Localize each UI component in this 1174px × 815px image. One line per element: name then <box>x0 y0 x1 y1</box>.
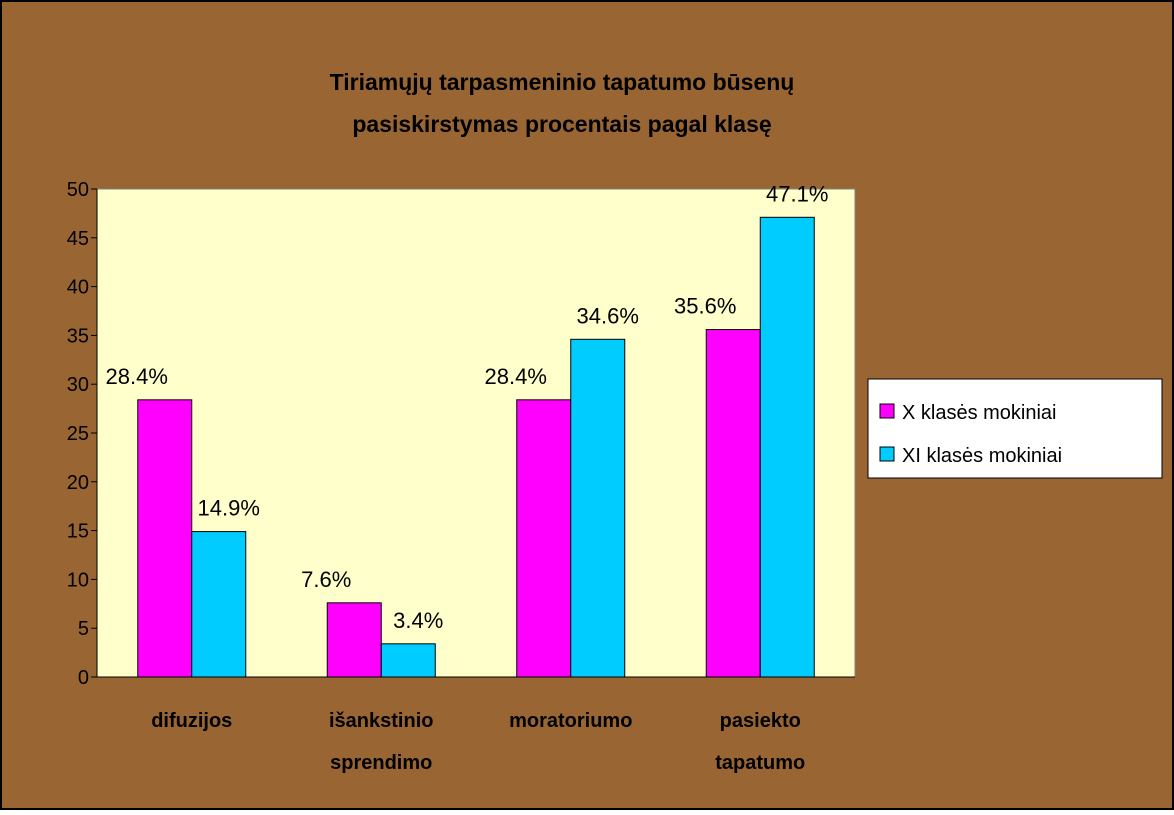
data-label: 28.4% <box>106 364 168 389</box>
x-tick-label-line: išankstinio <box>329 710 433 732</box>
x-tick-label-line: difuzijos <box>151 710 232 732</box>
data-label: 28.4% <box>485 364 547 389</box>
y-tick-label: 45 <box>67 228 89 250</box>
y-tick-label: 20 <box>67 472 89 494</box>
data-label: 7.6% <box>301 567 351 592</box>
x-tick-label-line: pasiekto <box>720 710 801 732</box>
chart-title: Tiriamųjų tarpasmeninio tapatumo būsenų <box>330 69 795 95</box>
y-tick-label: 15 <box>67 521 89 543</box>
x-tick-label: pasiekto tapatumo <box>715 710 805 774</box>
bar <box>191 531 247 678</box>
legend-label: XI klasės mokiniai <box>902 445 1062 467</box>
data-label: 14.9% <box>198 496 260 521</box>
x-tick-label: difuzijos <box>151 710 232 732</box>
y-tick-label: 40 <box>67 277 89 299</box>
data-label: 35.6% <box>674 294 736 319</box>
y-tick-label: 0 <box>78 667 89 689</box>
bar <box>705 329 761 678</box>
legend-swatch <box>879 446 895 462</box>
x-tick-label-line: tapatumo <box>715 752 805 774</box>
bar <box>326 602 382 678</box>
x-tick-label: išankstinio sprendimo <box>329 710 433 774</box>
y-tick-label: 5 <box>78 618 89 640</box>
y-tick-label: 35 <box>67 325 89 347</box>
legend <box>867 378 1163 479</box>
bar <box>570 338 626 678</box>
bar <box>380 643 436 678</box>
y-tick-label: 50 <box>67 179 89 201</box>
bar <box>137 399 193 678</box>
y-tick-label: 30 <box>67 374 89 396</box>
legend-label: X klasės mokiniai <box>902 402 1057 424</box>
bar <box>516 399 572 678</box>
bar <box>759 216 815 678</box>
data-label: 34.6% <box>577 303 639 328</box>
x-tick-label-line: moratoriumo <box>509 710 632 732</box>
x-tick-label-line: sprendimo <box>330 752 432 774</box>
y-tick-label: 25 <box>67 423 89 445</box>
y-tick-label: 10 <box>67 569 89 591</box>
data-label: 47.1% <box>766 181 828 206</box>
data-label: 3.4% <box>393 608 443 633</box>
chart-title: pasiskirstymas procentais pagal klasę <box>352 111 771 137</box>
legend-swatch <box>879 403 895 419</box>
x-tick-label: moratoriumo <box>509 710 632 732</box>
